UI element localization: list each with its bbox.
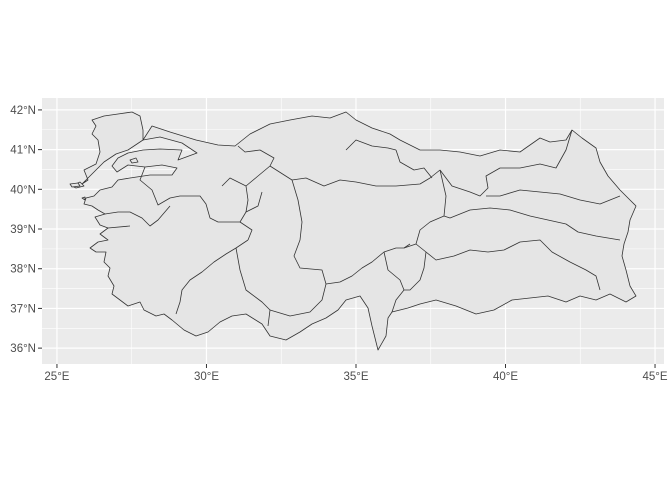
border-hatay: [383, 251, 405, 313]
y-tick-label: 39°N: [10, 224, 36, 236]
border-aegean-south: [107, 225, 131, 229]
x-axis: 25°E 30°E 35°E 40°E 45°E: [44, 364, 668, 383]
island-marmara: [129, 157, 139, 164]
region-anatolia-outline: [83, 111, 637, 351]
border-maras: [403, 243, 411, 249]
border-konya-east: [269, 179, 327, 317]
x-tick-label: 30°E: [194, 371, 219, 383]
x-tick-label: 25°E: [44, 371, 69, 383]
border-central-north: [237, 145, 275, 187]
border-blacksea-mid: [395, 149, 433, 179]
border-southeast: [415, 215, 601, 291]
x-tick-label: 45°E: [642, 371, 667, 383]
x-tick-label: 40°E: [493, 371, 518, 383]
border-central-top: [269, 165, 441, 187]
y-tick-label: 41°N: [10, 145, 36, 157]
x-tick-label: 35°E: [343, 371, 368, 383]
turkey-land: [69, 111, 637, 351]
border-ne-vertical: [486, 189, 621, 205]
border-ankara-west: [221, 177, 249, 223]
border-aegean-north: [104, 205, 171, 227]
border-gaziantep: [404, 251, 427, 291]
region-thrace: [81, 111, 144, 185]
border-west-med: [175, 239, 249, 315]
y-tick-label: 37°N: [10, 303, 36, 315]
y-tick-label: 36°N: [10, 343, 36, 355]
border-central-kizil: [245, 191, 263, 213]
border-samsun: [345, 139, 397, 151]
y-axis: 42°N 41°N 40°N 39°N 38°N 37°N 36°N: [10, 105, 42, 355]
island-gokceada: [69, 182, 81, 188]
border-konya-west: [235, 247, 271, 327]
y-tick-label: 42°N: [10, 105, 36, 117]
island-bozcaada: [81, 196, 86, 201]
province-borders: [104, 129, 621, 327]
border-east-black-sea: [439, 129, 573, 197]
y-tick-label: 38°N: [10, 264, 36, 276]
y-tick-label: 40°N: [10, 184, 36, 196]
border-adana: [325, 243, 417, 285]
